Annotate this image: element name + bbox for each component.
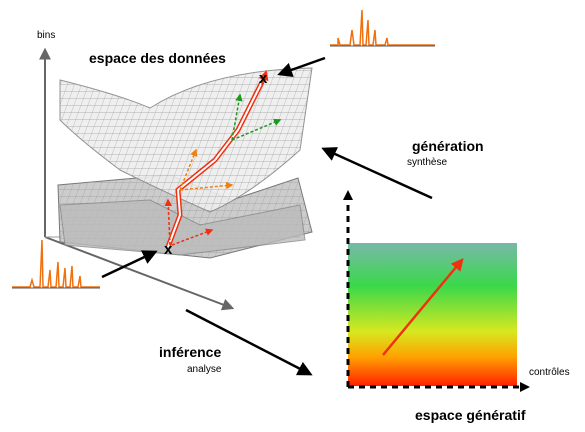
process-title: génération — [412, 138, 484, 154]
process-subtitle: analyse — [187, 364, 222, 375]
point-marker: x — [259, 70, 268, 87]
process-title: inférence — [159, 344, 221, 360]
space-title: espace des données — [89, 50, 226, 66]
space-title: espace génératif — [415, 407, 526, 423]
spectrum — [12, 239, 100, 289]
generative-axes — [346, 198, 520, 389]
surfaces — [57, 67, 313, 259]
axis-label: contrôles — [529, 367, 570, 378]
arrowhead — [343, 190, 353, 200]
axis-label: bins — [37, 30, 55, 41]
process-subtitle: synthèse — [407, 157, 447, 168]
arrows — [101, 56, 433, 376]
arrowhead — [520, 382, 530, 392]
generative-space — [348, 243, 517, 386]
trajectory — [164, 70, 282, 248]
point-marker: x — [164, 241, 173, 258]
control-arrow — [382, 258, 464, 356]
spectrum — [330, 9, 435, 47]
